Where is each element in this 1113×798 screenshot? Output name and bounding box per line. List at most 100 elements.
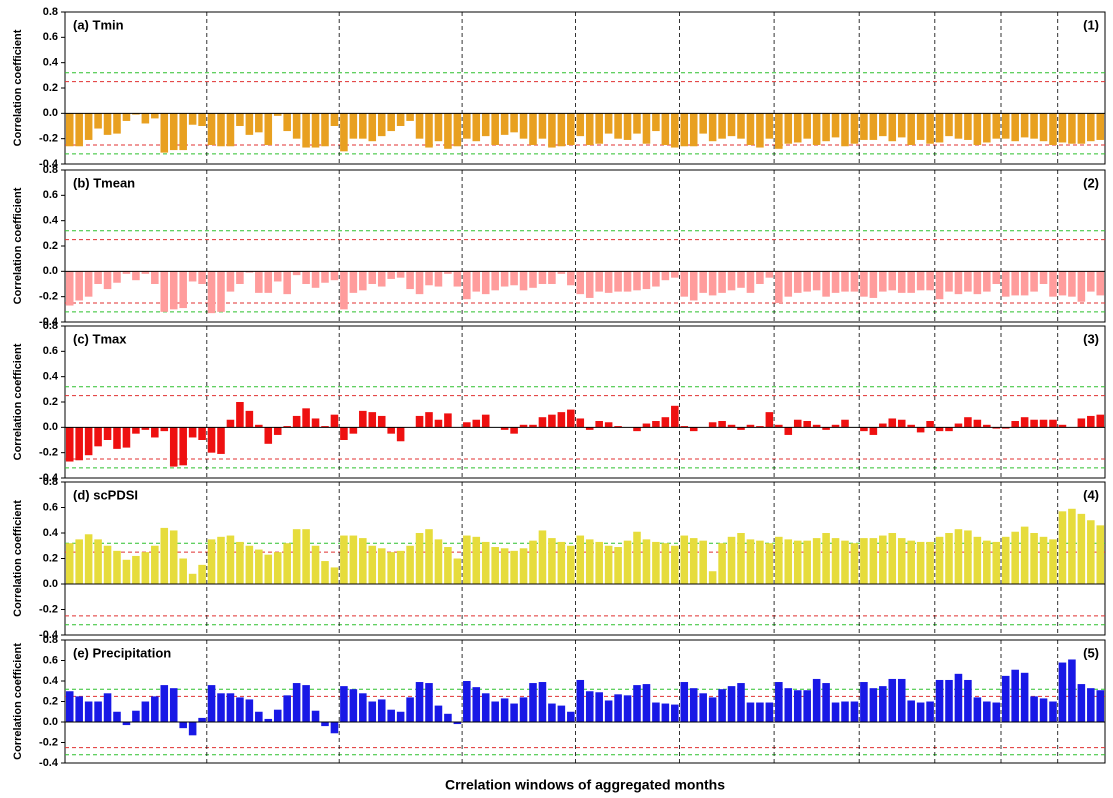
bar (340, 271, 348, 310)
bar (983, 271, 991, 292)
bar (538, 113, 547, 139)
bar (765, 702, 774, 722)
bar (1058, 511, 1067, 584)
bar (75, 696, 83, 722)
bar (359, 410, 367, 428)
bar (377, 699, 386, 722)
bar (160, 527, 169, 584)
bar (869, 688, 878, 722)
bar (434, 113, 443, 142)
bar (652, 271, 660, 287)
y-tick-label: 0.8 (43, 6, 58, 18)
bar (340, 535, 348, 584)
bar (652, 113, 660, 132)
bar (103, 693, 112, 722)
bar (538, 530, 547, 584)
bar (188, 113, 197, 125)
bar (737, 427, 745, 430)
bar (472, 536, 481, 584)
bar (226, 113, 235, 147)
bar (444, 547, 452, 584)
bar (1030, 696, 1038, 722)
bar (576, 271, 585, 295)
bar (699, 540, 707, 584)
bar (396, 711, 405, 722)
bar (444, 713, 452, 722)
bar (935, 679, 944, 722)
bar (1039, 698, 1048, 722)
bar (179, 113, 187, 151)
bar (169, 271, 178, 310)
bar (340, 427, 348, 440)
bar (217, 693, 225, 722)
bar (661, 417, 670, 428)
panel-label: (2) (1083, 175, 1099, 190)
bar (926, 701, 934, 722)
bar (255, 711, 263, 722)
bar (75, 271, 83, 301)
bar (500, 548, 509, 584)
bar (132, 710, 140, 722)
bar (264, 427, 273, 444)
bar (425, 529, 433, 584)
bar (283, 113, 291, 132)
bar (1096, 414, 1105, 428)
bar (207, 539, 216, 584)
bar (992, 113, 1001, 139)
bar (491, 271, 499, 291)
bar (1039, 271, 1048, 284)
bar (1077, 271, 1086, 302)
bar (841, 540, 849, 584)
bar (359, 538, 367, 584)
bar (1011, 669, 1019, 722)
panel-label: (5) (1083, 645, 1099, 660)
bar (406, 545, 414, 584)
bar (330, 722, 339, 734)
bar (784, 688, 793, 722)
bar (793, 540, 802, 584)
bar (368, 113, 377, 142)
bar (727, 424, 736, 428)
bar (595, 271, 603, 292)
bar (75, 539, 83, 584)
bar (860, 113, 868, 140)
bar (945, 427, 953, 432)
bar (321, 113, 329, 147)
bar (510, 550, 518, 584)
bar (964, 271, 972, 292)
bar (567, 711, 575, 722)
bar (481, 113, 490, 137)
bar (132, 271, 140, 281)
bar (302, 113, 310, 148)
bar (860, 682, 868, 722)
bar (916, 541, 925, 584)
bar (463, 113, 471, 139)
bar (945, 679, 953, 722)
bar (765, 543, 774, 584)
bar (661, 543, 670, 584)
bar (160, 427, 169, 432)
bar (964, 417, 972, 428)
bar (387, 113, 395, 132)
bar (529, 424, 537, 428)
bar (444, 271, 452, 274)
bar (141, 271, 150, 274)
bar (349, 689, 358, 722)
bar (775, 113, 783, 149)
y-tick-label: 0.0 (43, 107, 58, 119)
y-tick-label: 0.6 (43, 654, 58, 666)
bar (765, 113, 774, 139)
bar (84, 701, 93, 722)
bar (1068, 659, 1076, 722)
bar (1077, 418, 1086, 428)
bar (548, 414, 556, 428)
bar (812, 424, 821, 428)
bar (737, 683, 745, 722)
bar (983, 113, 991, 143)
bar (935, 113, 944, 143)
bar (926, 421, 934, 428)
bar (983, 540, 991, 584)
bar (160, 685, 169, 722)
bar (642, 539, 651, 584)
bar (453, 271, 462, 287)
